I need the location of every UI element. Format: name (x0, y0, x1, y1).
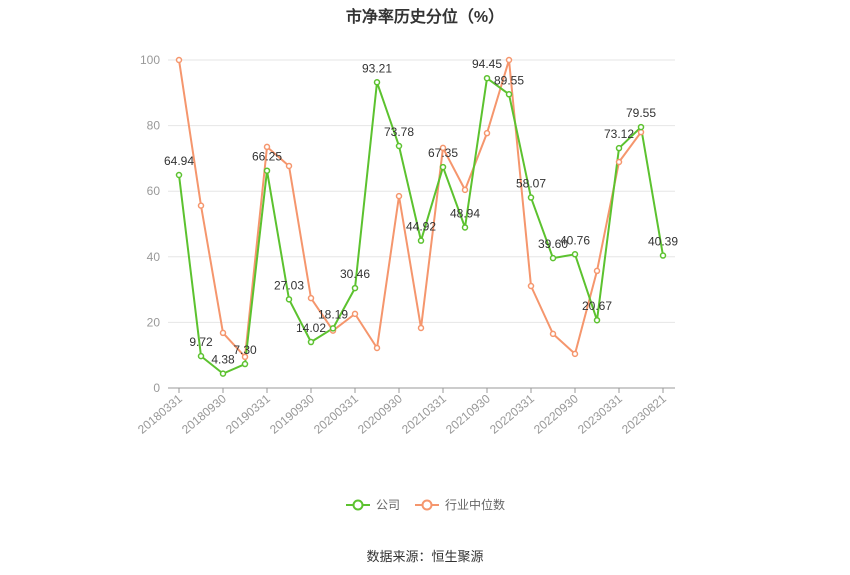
data-point-company (329, 325, 337, 332)
data-point-industry-median (263, 143, 271, 151)
data-label: 94.45 (472, 57, 502, 71)
data-point-industry-median (395, 192, 403, 200)
data-point-industry-median (483, 129, 491, 137)
data-point-industry-median (439, 144, 447, 152)
series-line-industry-median (178, 59, 642, 358)
legend-item-industry-median[interactable]: 行业中位数 (414, 496, 505, 513)
data-point-company (285, 296, 293, 303)
data-point-industry-median (219, 329, 227, 337)
data-point-industry-median (307, 294, 315, 302)
data-label: 14.02 (296, 321, 326, 335)
x-tick-label: 20180930 (179, 391, 229, 436)
data-point-company (549, 254, 557, 262)
data-label: 73.78 (384, 125, 414, 139)
data-point-company (219, 370, 227, 377)
x-tick-label: 20210331 (399, 391, 449, 436)
data-point-industry-median (549, 330, 557, 338)
data-point-company (263, 167, 271, 174)
data-point-industry-median (527, 282, 535, 290)
x-tick-label: 20220331 (487, 391, 537, 436)
data-label: 4.38 (211, 353, 235, 367)
data-label: 40.76 (560, 233, 590, 247)
data-label: 9.72 (189, 335, 213, 349)
data-label: 93.21 (362, 61, 392, 75)
legend: 公司 行业中位数 (0, 496, 850, 513)
data-point-company (461, 224, 469, 231)
data-label: 18.19 (318, 307, 348, 321)
x-tick-label: 20200331 (311, 391, 361, 436)
x-tick-label: 20180331 (135, 391, 185, 436)
data-point-company (571, 251, 579, 258)
y-tick-label: 80 (147, 119, 161, 133)
data-point-industry-median (241, 353, 249, 361)
data-point-industry-median (197, 202, 205, 209)
chart-title: 市净率历史分位（%） (345, 9, 505, 26)
y-tick-label: 60 (147, 184, 161, 198)
data-point-company (637, 123, 645, 131)
data-point-industry-median (175, 56, 183, 64)
data-label: 39.60 (538, 237, 568, 251)
data-point-company (593, 316, 601, 324)
data-point-industry-median (637, 128, 645, 136)
data-label: 64.94 (164, 154, 194, 168)
data-point-company (615, 144, 623, 152)
legend-item-company[interactable]: 公司 (345, 496, 400, 513)
data-point-company (241, 360, 249, 368)
data-label: 73.12 (604, 127, 634, 141)
data-label: 27.03 (274, 278, 304, 292)
data-point-industry-median (593, 267, 601, 275)
data-point-company (373, 79, 381, 86)
data-label: 40.39 (648, 235, 678, 249)
legend-marker-company (345, 499, 370, 510)
data-point-industry-median (351, 310, 359, 318)
y-tick-label: 40 (147, 250, 161, 264)
data-label: 20.67 (582, 299, 612, 313)
x-tick-label: 20210930 (443, 391, 493, 436)
data-point-company (505, 91, 513, 98)
data-label: 58.07 (516, 177, 546, 191)
data-point-company (527, 194, 535, 201)
data-label: 7.30 (233, 343, 257, 357)
data-point-company (175, 171, 183, 179)
y-tick-label: 20 (147, 315, 161, 329)
y-tick-label: 100 (140, 53, 160, 67)
data-point-industry-median (615, 158, 623, 166)
data-label: 30.46 (340, 267, 370, 281)
legend-label-company: 公司 (375, 498, 400, 512)
x-tick-label: 20190930 (267, 391, 317, 436)
data-point-company (659, 252, 667, 259)
data-point-industry-median (417, 324, 425, 332)
data-point-industry-median (285, 162, 293, 170)
data-point-company (395, 142, 403, 150)
data-source-note: 数据来源：恒生聚源 (366, 549, 484, 564)
x-tick-label: 20230331 (575, 391, 625, 436)
data-point-industry-median (571, 350, 579, 358)
data-point-industry-median (461, 186, 469, 194)
data-label: 67.35 (428, 146, 458, 160)
x-tick-label: 20230821 (619, 391, 669, 436)
data-label: 48.94 (450, 206, 480, 220)
data-label: 66.25 (252, 150, 282, 164)
data-point-company (417, 237, 425, 244)
data-label: 44.92 (406, 220, 436, 234)
data-label: 89.55 (494, 73, 524, 87)
data-label: 79.55 (626, 106, 656, 120)
data-point-industry-median (373, 344, 381, 352)
legend-label-industry-median: 行业中位数 (445, 498, 506, 512)
data-point-company (483, 74, 491, 82)
data-point-company (307, 338, 315, 346)
data-point-company (351, 284, 359, 292)
data-point-company (439, 163, 447, 171)
y-tick-label: 0 (153, 381, 160, 395)
legend-marker-industry-median (415, 499, 439, 510)
x-tick-label: 20200930 (355, 391, 405, 436)
x-tick-label: 20220930 (531, 391, 581, 436)
data-point-industry-median (505, 56, 513, 64)
x-tick-label: 20190331 (223, 391, 273, 436)
data-point-company (197, 352, 205, 360)
